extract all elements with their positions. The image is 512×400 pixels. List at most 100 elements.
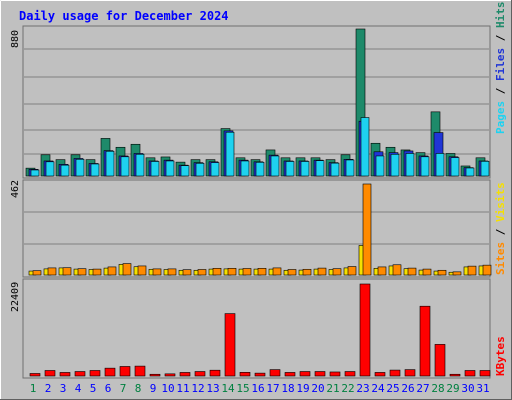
bar-pages-day-30 [465,167,475,177]
panel-visits-ymax: 462 [10,180,21,198]
bar-pages-day-13 [210,162,220,177]
panel-kbytes-bars [29,283,491,377]
panel-kbytes-legend: KBytes [494,336,507,376]
bar-sites-day-9 [152,268,162,276]
bar-pages-day-28 [435,153,445,177]
bar-pages-day-27 [420,156,430,177]
bar-kbytes-day-20 [314,371,326,377]
bar-sites-day-8 [137,265,147,276]
panel-hits-legend: Pages / Files / Hits [494,2,507,135]
legend-separator-1: / [494,81,507,101]
day-label: 19 [296,382,309,395]
bar-sites-day-20 [317,267,327,276]
bar-pages-day-5 [90,163,100,177]
bar-pages-day-17 [270,155,280,177]
day-label: 25 [386,382,399,395]
bar-kbytes-day-18 [284,372,296,377]
day-label: 29 [446,382,459,395]
panel-visits-legend: Sites / Visits [494,182,507,275]
bar-pages-day-9 [150,161,160,177]
bar-sites-day-28 [437,269,447,276]
panel-kbytes-ymax: 22409 [10,282,21,312]
legend-hits: Hits [494,2,507,29]
day-label: 1 [30,382,37,395]
bar-sites-day-27 [422,268,432,276]
bar-pages-day-12 [195,163,205,177]
legend-visits: Visits [494,182,507,222]
bar-kbytes-day-21 [329,371,341,377]
panel-visits-border [22,179,491,278]
bar-kbytes-day-13 [209,369,221,377]
bar-sites-day-15 [242,268,252,276]
bar-sites-day-3 [62,267,72,276]
day-label: 27 [416,382,429,395]
bar-kbytes-day-14 [224,313,236,377]
day-label: 11 [176,382,189,395]
bar-sites-day-26 [407,267,417,276]
bar-kbytes-day-22 [344,371,356,377]
bar-kbytes-day-15 [239,372,251,377]
bar-sites-day-11 [182,269,192,276]
legend-sites: Sites [494,242,507,275]
bar-kbytes-day-4 [74,371,86,377]
panel-hits: 880 Pages / Files / Hits [10,2,507,179]
bar-pages-day-8 [135,153,145,177]
bar-kbytes-day-30 [464,370,476,377]
bar-kbytes-day-31 [479,370,491,377]
bar-pages-day-23 [360,117,370,177]
bar-pages-day-2 [45,161,55,177]
panel-hits-border [22,25,491,179]
bar-sites-day-10 [167,268,177,276]
bar-pages-day-26 [405,153,415,177]
panel-visits-bars [24,183,492,276]
bar-kbytes-day-19 [299,371,311,377]
bar-sites-day-18 [287,269,297,276]
bar-kbytes-day-28 [434,344,446,377]
bar-sites-day-13 [212,268,222,276]
bar-kbytes-day-16 [254,372,266,377]
bar-sites-day-23 [362,183,372,276]
bar-sites-day-25 [392,264,402,276]
bar-sites-day-4 [77,268,87,276]
bar-sites-day-21 [332,268,342,276]
bar-kbytes-day-7 [119,366,131,377]
bar-sites-day-29 [452,271,462,276]
day-label: 4 [75,382,82,395]
bar-kbytes-day-3 [59,372,71,377]
day-label: 15 [236,382,249,395]
bar-sites-day-12 [197,269,207,276]
bar-pages-day-10 [165,160,175,177]
day-label: 22 [341,382,354,395]
day-label: 8 [135,382,142,395]
bar-pages-day-22 [345,159,355,177]
bar-pages-day-16 [255,162,265,177]
day-label: 30 [461,382,474,395]
bar-pages-day-20 [315,160,325,177]
bar-sites-day-2 [47,267,57,276]
day-label: 13 [206,382,219,395]
panel-hits-bars [24,28,490,177]
day-label: 21 [326,382,339,395]
bar-kbytes-day-10 [164,373,176,377]
day-label: 18 [281,382,294,395]
bar-pages-day-4 [75,158,85,177]
day-label: 26 [401,382,414,395]
bar-pages-day-3 [60,164,70,177]
day-label: 6 [105,382,112,395]
bar-kbytes-day-17 [269,369,281,377]
bar-sites-day-5 [92,268,102,276]
day-label: 9 [150,382,157,395]
day-label: 17 [266,382,279,395]
bar-pages-day-7 [120,156,130,177]
day-label: 3 [60,382,67,395]
bar-pages-day-29 [450,157,460,177]
panel-kbytes-border [22,278,491,379]
panel-visits: 462 Sites / Visits [10,179,507,278]
bar-sites-day-24 [377,266,387,276]
legend-pages: Pages [494,101,507,134]
bar-pages-day-14 [225,131,235,177]
bar-kbytes-day-1 [29,373,41,377]
bar-kbytes-day-2 [44,370,56,377]
